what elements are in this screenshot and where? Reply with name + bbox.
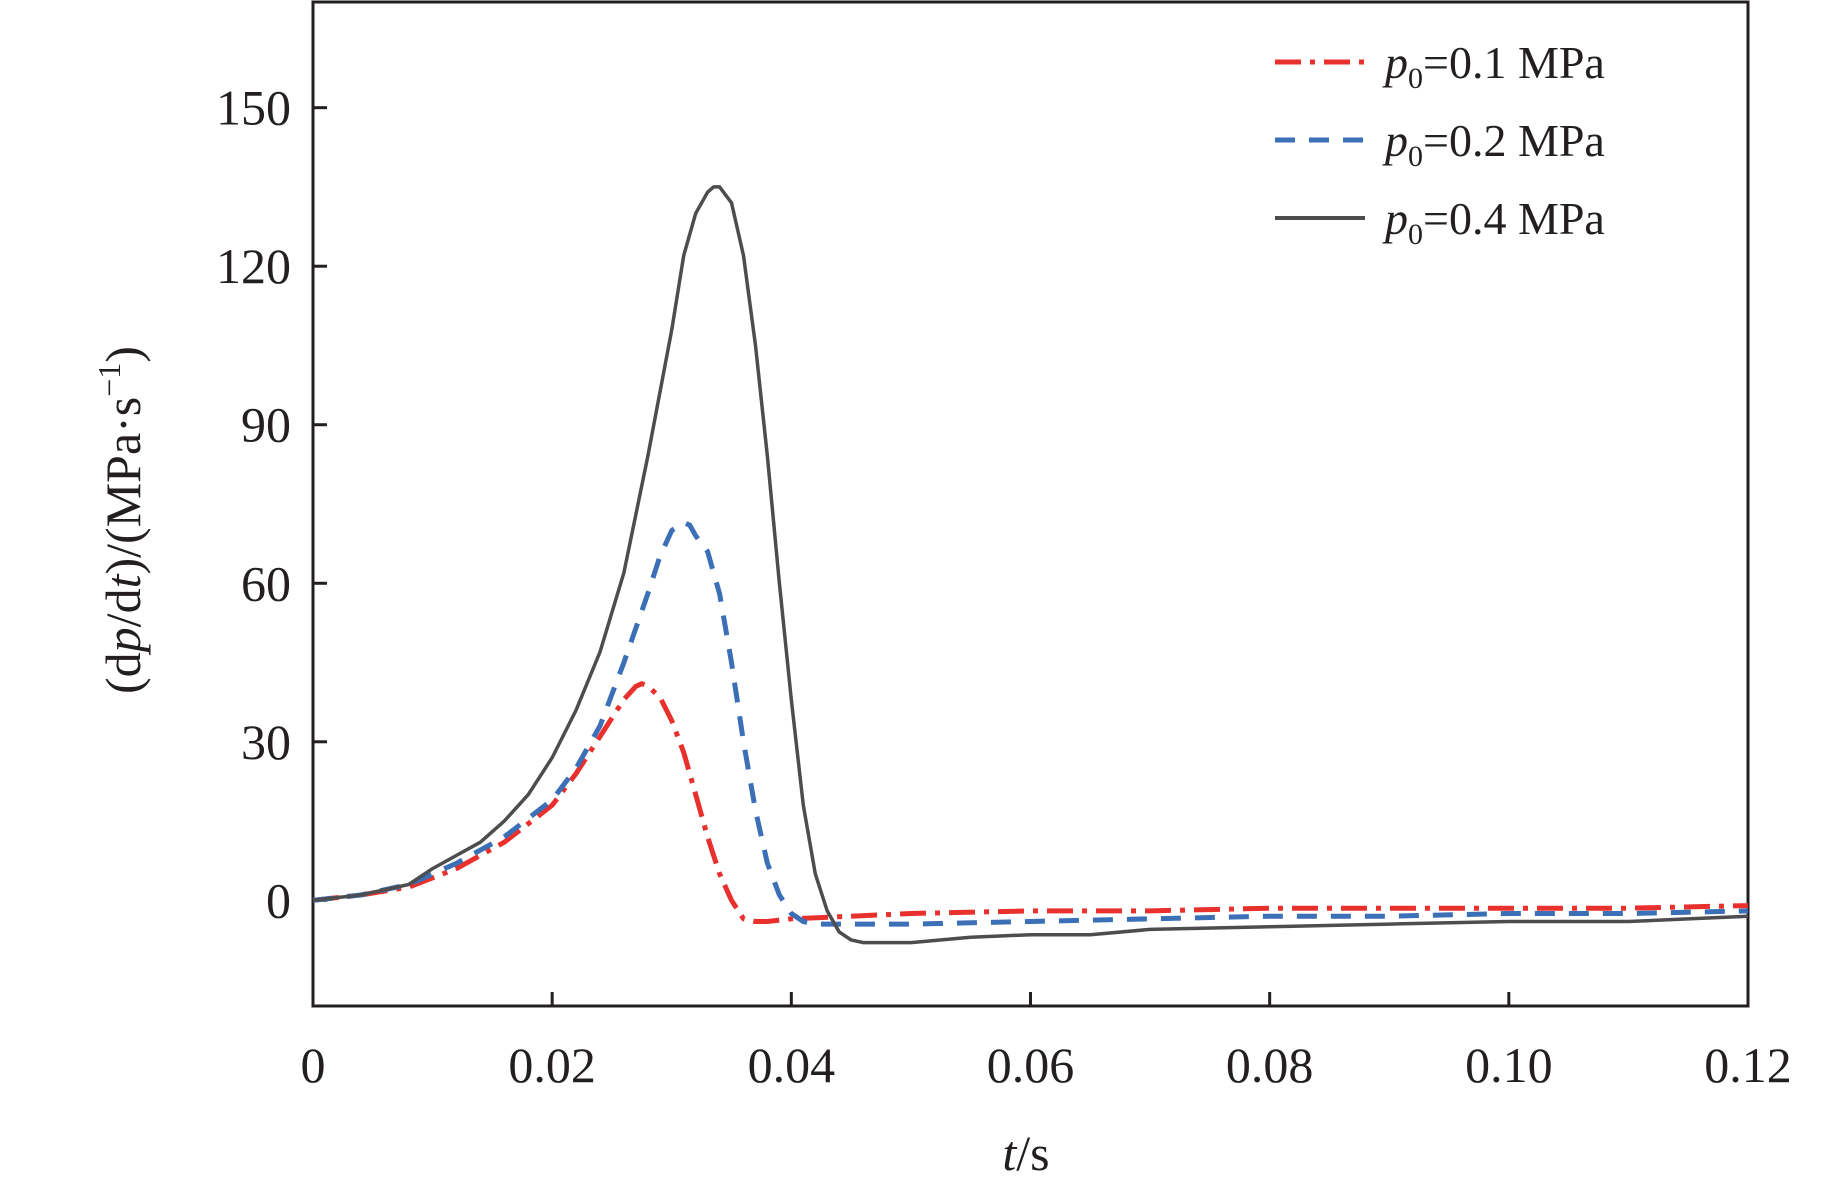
y-tick-label: 90 [241,397,291,453]
series-line-2 [312,185,1749,945]
x-tick-label: 0.10 [1465,1037,1553,1093]
legend-label-p0-0.1: p0=0.1 MPa [1382,37,1605,95]
legend-item-p0-0.4: p0=0.4 MPa [1275,193,1605,251]
y-axis-title: (dp/dt)/(MPa·s−1) [91,346,151,694]
legend: p0=0.1 MPa p0=0.2 MPa p0=0.4 MPa [1275,37,1605,251]
legend-item-p0-0.2: p0=0.2 MPa [1275,115,1605,173]
legend-label-p0-0.4: p0=0.4 MPa [1382,193,1605,251]
x-axis-title: t/s [1002,1125,1049,1181]
series-layer [312,185,1749,945]
x-tick-label: 0.04 [748,1037,836,1093]
legend-item-p0-0.1: p0=0.1 MPa [1275,37,1605,95]
y-tick-label: 120 [216,238,291,294]
y-tick-label: 60 [241,555,291,611]
x-axis-ticks: 0 0.02 0.04 0.06 0.08 0.10 0.12 [301,992,1792,1093]
x-tick-label: 0.12 [1704,1037,1792,1093]
legend-label-p0-0.2: p0=0.2 MPa [1382,115,1605,173]
series-line-0 [312,681,1749,924]
series-line-1 [312,520,1749,927]
y-axis-ticks: 0 30 60 90 120 150 [216,80,327,928]
y-tick-label: 150 [216,80,291,136]
y-tick-label: 30 [241,714,291,770]
y-tick-label: 0 [266,872,291,928]
x-tick-label: 0.06 [987,1037,1075,1093]
x-tick-label: 0 [301,1037,326,1093]
x-tick-label: 0.02 [508,1037,596,1093]
x-tick-label: 0.08 [1226,1037,1314,1093]
